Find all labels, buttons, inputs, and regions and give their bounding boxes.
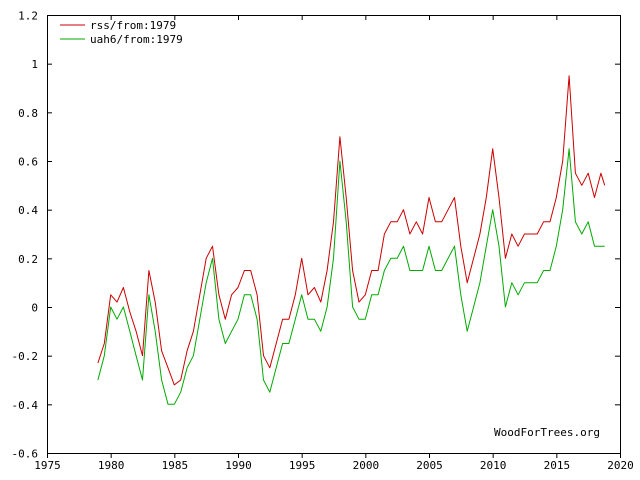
y-tick-label: 0.2 xyxy=(18,253,38,266)
y-tick-label: 0 xyxy=(31,302,38,315)
y-tick-label: -0.2 xyxy=(12,350,39,363)
series-lines xyxy=(97,75,606,405)
x-tick-label: 2015 xyxy=(544,459,571,472)
watermark: WoodForTrees.org xyxy=(494,426,600,439)
x-tick-label: 1985 xyxy=(162,459,189,472)
x-tick-label: 2020 xyxy=(607,459,634,472)
x-tick-label: 2010 xyxy=(480,459,507,472)
y-tick-label: -0.4 xyxy=(12,399,39,412)
x-tick-label: 2005 xyxy=(416,459,443,472)
y-tick-label: 1.2 xyxy=(18,10,38,23)
plot-frame xyxy=(47,15,621,454)
x-axis: 1975 1980 1985 1990 1995 2000 2005 2010 2015 2020 xyxy=(34,15,634,472)
x-tick-label: 1975 xyxy=(34,459,61,472)
legend-label-rss: rss/from:1979 xyxy=(90,19,176,32)
y-tick-label: 1 xyxy=(31,58,38,71)
x-tick-label: 1990 xyxy=(225,459,252,472)
x-tick-label: 1995 xyxy=(289,459,316,472)
legend-label-uah6: uah6/from:1979 xyxy=(90,33,183,46)
y-tick-label: 0.4 xyxy=(18,204,38,217)
y-tick-label: -0.6 xyxy=(12,448,39,461)
x-tick-label: 2000 xyxy=(353,459,380,472)
series-line-uah6 xyxy=(97,148,605,405)
y-axis: -0.6 -0.4 -0.2 0 0.2 0.4 0.6 0.8 1 1.2 xyxy=(12,10,620,461)
x-tick-label: 1980 xyxy=(98,459,125,472)
y-tick-label: 0.8 xyxy=(18,107,38,120)
y-tick-label: 0.6 xyxy=(18,156,38,169)
series-line-rss xyxy=(97,75,606,386)
